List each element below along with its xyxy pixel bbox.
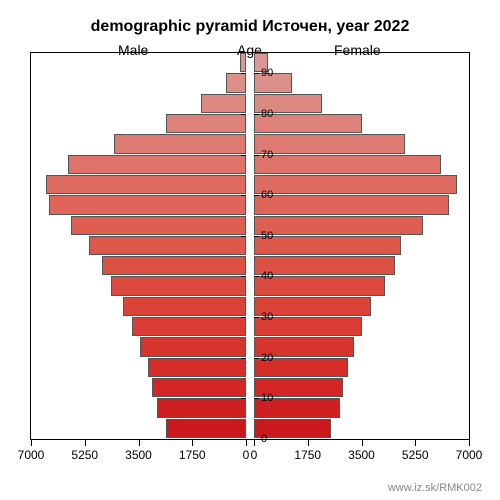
male-bar xyxy=(157,398,246,417)
x-tick-label: 7000 xyxy=(18,448,45,462)
y-tick-label: 60 xyxy=(261,189,273,201)
y-tick-label: 50 xyxy=(261,230,273,242)
male-bar xyxy=(49,195,246,214)
plot-area: 0102030405060708090 xyxy=(30,52,470,440)
y-tick-mark xyxy=(241,358,246,359)
bars-layer xyxy=(31,53,471,441)
y-tick-mark xyxy=(241,317,246,318)
female-bar xyxy=(254,216,423,235)
male-bar xyxy=(226,73,246,92)
x-tick-label: 7000 xyxy=(456,448,483,462)
y-tick-mark xyxy=(254,114,259,115)
female-bar xyxy=(254,276,385,295)
y-tick-mark xyxy=(254,358,259,359)
y-tick-mark xyxy=(254,276,259,277)
x-tick-label: 1750 xyxy=(294,448,321,462)
male-bar xyxy=(68,155,246,174)
y-tick-mark xyxy=(241,236,246,237)
x-tick-label: 3500 xyxy=(125,448,152,462)
x-tick-mark xyxy=(246,440,247,446)
x-tick-label: 5250 xyxy=(402,448,429,462)
y-tick-mark xyxy=(254,398,259,399)
female-bar xyxy=(254,195,449,214)
chart-title: demographic pyramid Источен, year 2022 xyxy=(0,18,500,36)
x-tick-mark xyxy=(192,440,193,446)
female-bar xyxy=(254,175,457,194)
x-tick-label: 5250 xyxy=(71,448,98,462)
y-tick-mark xyxy=(254,155,259,156)
male-bar xyxy=(114,134,246,153)
y-tick-label: 20 xyxy=(261,352,273,364)
male-bar xyxy=(152,378,246,397)
y-tick-label: 40 xyxy=(261,270,273,282)
male-bar xyxy=(89,236,246,255)
chart-container: demographic pyramid Источен, year 2022 M… xyxy=(0,0,500,500)
x-tick-label: 3500 xyxy=(348,448,375,462)
male-bar xyxy=(140,337,246,356)
y-tick-mark xyxy=(254,73,259,74)
y-tick-mark xyxy=(254,195,259,196)
male-bar xyxy=(102,256,246,275)
male-bar xyxy=(71,216,246,235)
y-tick-mark xyxy=(254,317,259,318)
x-tick-label: 0 xyxy=(243,448,250,462)
male-bar xyxy=(132,317,246,336)
x-tick-mark xyxy=(85,440,86,446)
y-tick-label: 90 xyxy=(261,67,273,79)
y-tick-mark xyxy=(254,236,259,237)
x-tick-mark xyxy=(362,440,363,446)
y-tick-mark xyxy=(241,114,246,115)
x-tick-mark xyxy=(254,440,255,446)
y-tick-label: 10 xyxy=(261,392,273,404)
x-axis: 7000525035001750001750350052507000 xyxy=(30,440,470,480)
x-tick-label: 0 xyxy=(251,448,258,462)
female-bar xyxy=(254,256,395,275)
y-tick-mark xyxy=(241,155,246,156)
x-tick-mark xyxy=(139,440,140,446)
male-bar xyxy=(166,419,246,438)
male-bar xyxy=(166,114,246,133)
y-tick-mark xyxy=(241,73,246,74)
y-tick-label: 30 xyxy=(261,311,273,323)
x-tick-mark xyxy=(31,440,32,446)
y-tick-label: 70 xyxy=(261,149,273,161)
female-bar xyxy=(254,155,441,174)
y-tick-mark xyxy=(241,276,246,277)
y-tick-mark xyxy=(241,195,246,196)
male-bar xyxy=(240,53,246,72)
footer-source: www.iz.sk/RMK002 xyxy=(388,482,482,494)
x-tick-mark xyxy=(469,440,470,446)
male-bar xyxy=(148,358,246,377)
x-tick-label: 1750 xyxy=(179,448,206,462)
male-bar xyxy=(123,297,246,316)
y-tick-mark xyxy=(241,398,246,399)
y-tick-label: 80 xyxy=(261,108,273,120)
male-bar xyxy=(46,175,246,194)
x-tick-mark xyxy=(308,440,309,446)
x-tick-mark xyxy=(415,440,416,446)
female-bar xyxy=(254,134,405,153)
male-bar xyxy=(201,94,246,113)
male-bar xyxy=(111,276,246,295)
female-bar xyxy=(254,236,401,255)
